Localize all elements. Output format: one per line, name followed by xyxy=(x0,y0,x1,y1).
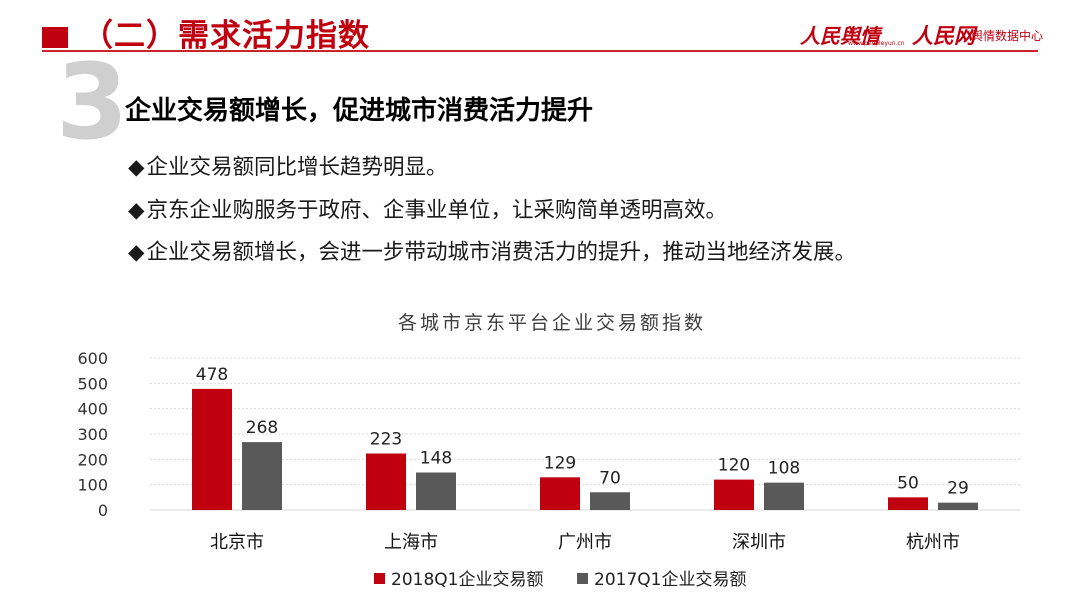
data-label: 223 xyxy=(370,430,402,450)
bullet-text: 京东企业购服务于政府、企事业单位，让采购简单透明高效。 xyxy=(146,198,728,223)
y-tick-label: 100 xyxy=(77,476,108,495)
legend-label: 2017Q1企业交易额 xyxy=(594,570,746,590)
bullet-item: ◆企业交易额增长，会进一步带动城市消费活力的提升，推动当地经济发展。 xyxy=(128,235,856,266)
logo-renminwang: 人民网 xyxy=(912,23,975,48)
legend-swatch xyxy=(374,573,385,584)
bullet-text: 企业交易额同比增长趋势明显。 xyxy=(146,155,448,180)
page-title: （二）需求活力指数 xyxy=(82,18,370,54)
bar xyxy=(714,479,754,510)
y-tick-label: 0 xyxy=(98,501,108,520)
bullet-text: 企业交易额增长，会进一步带动城市消费活力的提升，推动当地经济发展。 xyxy=(146,240,857,265)
legend-swatch xyxy=(577,573,588,584)
y-tick-label: 400 xyxy=(77,400,108,419)
section-number: 3 xyxy=(56,41,129,163)
x-tick-label: 北京市 xyxy=(210,532,264,553)
section-title: 企业交易额增长，促进城市消费活力提升 xyxy=(125,96,594,126)
x-tick-label: 深圳市 xyxy=(732,532,786,553)
data-label: 120 xyxy=(718,456,750,476)
y-tick-label: 500 xyxy=(77,374,108,393)
bullet-item: ◆京东企业购服务于政府、企事业单位，让采购简单透明高效。 xyxy=(128,193,727,224)
data-label: 148 xyxy=(420,449,452,469)
data-label: 108 xyxy=(768,459,800,479)
bar xyxy=(540,477,580,510)
y-tick-label: 300 xyxy=(77,425,108,444)
data-label: 478 xyxy=(196,365,228,385)
data-label: 129 xyxy=(544,453,576,473)
diamond-bullet-icon: ◆ xyxy=(128,240,145,265)
bar xyxy=(764,482,804,510)
logo-data-center-text: 舆情数据中心 xyxy=(971,29,1044,43)
legend-label: 2018Q1企业交易额 xyxy=(391,570,543,590)
y-tick-label: 200 xyxy=(77,450,108,469)
bar xyxy=(416,472,456,510)
data-label: 268 xyxy=(246,418,278,438)
bar xyxy=(366,453,406,510)
data-label: 50 xyxy=(897,473,919,493)
data-label: 29 xyxy=(947,479,969,499)
x-tick-label: 杭州市 xyxy=(906,532,960,553)
bar xyxy=(192,388,232,510)
header-divider xyxy=(42,50,1038,52)
logo-renmin-yuqing: 人民舆情 xyxy=(800,24,880,48)
diamond-bullet-icon: ◆ xyxy=(128,198,145,223)
bar-chart: 各城市京东平台企业交易额指数 0 100 200 300 400 500 600 478 268 北… xyxy=(77,312,1020,590)
x-tick-label: 广州市 xyxy=(558,532,612,553)
bullet-item: ◆企业交易额同比增长趋势明显。 xyxy=(128,150,448,181)
bar xyxy=(938,502,978,510)
y-tick-label: 600 xyxy=(77,349,108,368)
header-marker xyxy=(42,27,68,48)
bar xyxy=(888,497,928,510)
diamond-bullet-icon: ◆ xyxy=(128,155,145,180)
logo-url: www.peopleyun.cn xyxy=(848,40,905,47)
data-label: 70 xyxy=(599,468,621,488)
x-tick-label: 上海市 xyxy=(384,532,438,553)
bar xyxy=(242,442,282,510)
chart-title: 各城市京东平台企业交易额指数 xyxy=(398,312,706,334)
bar xyxy=(590,492,630,510)
